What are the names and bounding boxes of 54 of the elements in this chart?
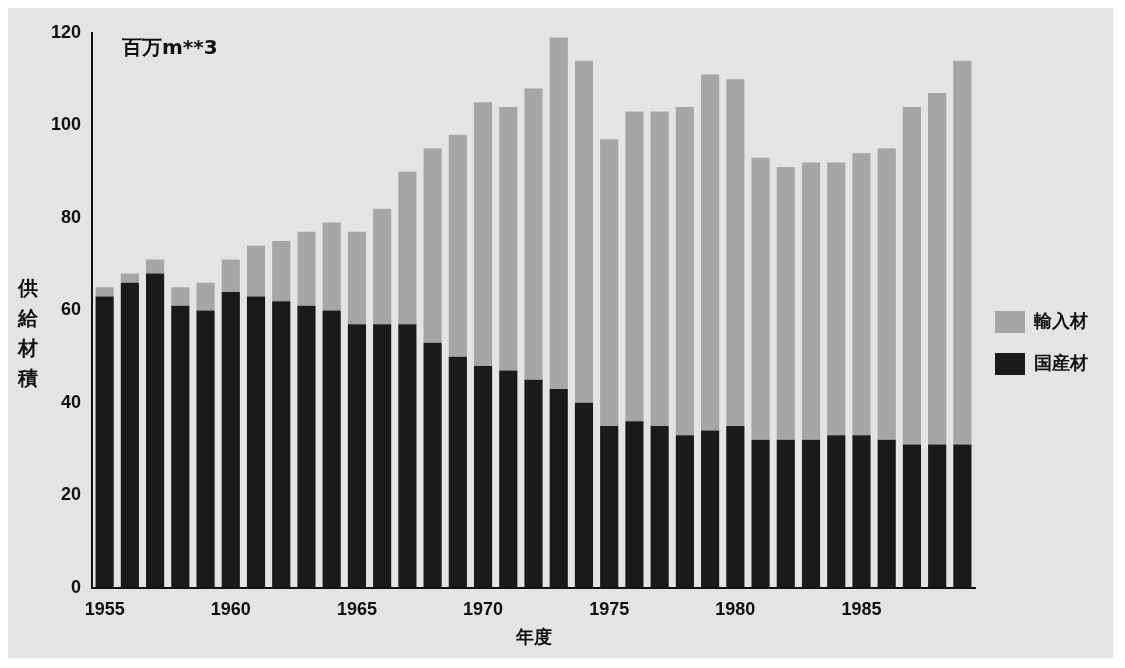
- bar: [448, 134, 467, 357]
- bar: [196, 282, 215, 311]
- y-tick-label: 0: [71, 576, 82, 597]
- x-axis-title: 年度: [514, 627, 552, 648]
- legend-label: 国産材: [1034, 352, 1088, 373]
- y-tick-label: 20: [61, 484, 82, 505]
- bar: [852, 153, 871, 436]
- bar: [246, 245, 266, 297]
- bar: [902, 106, 922, 445]
- bar: [398, 171, 417, 325]
- bar: [726, 79, 745, 426]
- bar: [953, 60, 972, 445]
- x-tick-label: 1955: [84, 598, 125, 619]
- bar: [549, 37, 568, 389]
- x-tick-label: 1985: [841, 598, 882, 619]
- bar: [95, 287, 114, 297]
- annotation: 百万m**3: [121, 35, 218, 60]
- y-axis-title: 供給材積: [16, 275, 39, 392]
- x-tick-label: 1980: [715, 598, 756, 619]
- y-tick-label: 60: [61, 299, 82, 320]
- x-tick-label: 1970: [463, 598, 504, 619]
- y-tick-label: 120: [50, 21, 82, 42]
- bar: [499, 106, 518, 371]
- bar: [272, 241, 291, 302]
- bar: [574, 60, 594, 403]
- bar: [524, 88, 543, 380]
- bar: [701, 74, 720, 431]
- bar: [625, 111, 644, 422]
- x-tick-label: 1965: [336, 598, 377, 619]
- y-tick-label: 40: [61, 391, 82, 412]
- bar: [827, 162, 846, 436]
- y-tick-label: 80: [61, 206, 82, 227]
- x-tick-label: 1960: [210, 598, 251, 619]
- bar: [423, 148, 442, 343]
- bar: [751, 157, 770, 440]
- bar: [146, 259, 165, 274]
- bar: [776, 167, 795, 440]
- y-tick-label: 100: [50, 114, 82, 135]
- bar: [347, 231, 367, 325]
- bar: [473, 102, 493, 366]
- legend-label: 輸入材: [1033, 310, 1088, 331]
- bar: [877, 148, 896, 440]
- bar: [171, 287, 190, 306]
- bar: [373, 208, 392, 325]
- bar: [675, 106, 694, 436]
- bar: [600, 139, 619, 426]
- x-tick-label: 1975: [589, 598, 630, 619]
- bar: [650, 111, 669, 426]
- bar: [322, 222, 341, 311]
- bar: [928, 93, 947, 445]
- bar: [221, 259, 240, 292]
- bar: [297, 231, 316, 306]
- bar: [801, 162, 821, 440]
- bar: [120, 273, 139, 283]
